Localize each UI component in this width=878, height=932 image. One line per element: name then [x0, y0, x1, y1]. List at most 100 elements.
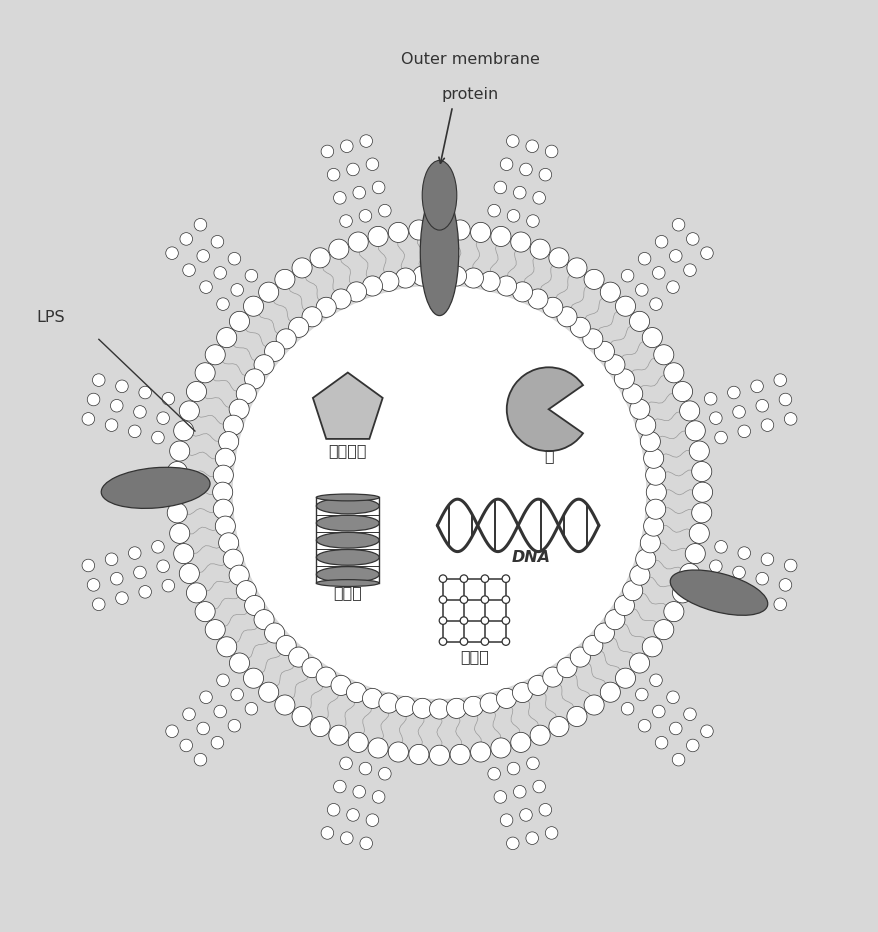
Circle shape [635, 283, 647, 296]
Circle shape [635, 549, 655, 569]
Circle shape [152, 432, 164, 444]
Circle shape [669, 722, 681, 734]
Circle shape [642, 327, 662, 348]
Wedge shape [507, 367, 582, 451]
Circle shape [738, 547, 750, 559]
Circle shape [683, 708, 695, 720]
Circle shape [179, 564, 199, 583]
Circle shape [128, 547, 140, 559]
Circle shape [672, 218, 684, 231]
Circle shape [229, 565, 249, 585]
Circle shape [778, 579, 791, 591]
Polygon shape [313, 373, 382, 439]
Circle shape [507, 210, 519, 222]
Circle shape [583, 269, 603, 290]
Circle shape [542, 297, 562, 318]
Circle shape [258, 682, 278, 703]
Circle shape [649, 298, 661, 310]
Ellipse shape [316, 494, 378, 500]
Circle shape [490, 738, 510, 758]
Circle shape [692, 482, 712, 502]
Circle shape [82, 559, 95, 572]
Circle shape [348, 232, 368, 252]
Circle shape [333, 780, 346, 793]
Circle shape [291, 258, 312, 278]
Ellipse shape [420, 189, 458, 316]
Circle shape [331, 676, 350, 695]
Circle shape [544, 827, 558, 839]
Circle shape [223, 549, 243, 569]
Circle shape [685, 543, 704, 564]
Circle shape [501, 575, 509, 582]
Circle shape [162, 580, 175, 592]
Circle shape [412, 698, 432, 719]
Circle shape [528, 289, 547, 309]
Circle shape [582, 329, 602, 349]
Circle shape [528, 676, 547, 695]
Ellipse shape [316, 580, 378, 586]
Circle shape [463, 268, 483, 288]
Circle shape [156, 412, 169, 424]
Circle shape [231, 283, 243, 296]
Circle shape [738, 425, 750, 438]
Circle shape [216, 637, 236, 657]
Circle shape [366, 814, 378, 827]
Circle shape [340, 832, 353, 844]
Circle shape [199, 691, 212, 704]
Circle shape [480, 637, 488, 645]
Circle shape [156, 560, 169, 572]
Circle shape [548, 248, 568, 267]
Circle shape [600, 282, 620, 302]
Circle shape [653, 620, 673, 639]
Circle shape [229, 653, 249, 673]
Ellipse shape [316, 532, 378, 548]
Circle shape [510, 733, 530, 752]
Circle shape [310, 717, 330, 736]
Circle shape [685, 420, 704, 441]
Circle shape [228, 720, 241, 732]
Text: 内毒素: 内毒素 [333, 585, 362, 600]
Circle shape [526, 757, 538, 770]
Circle shape [316, 667, 336, 687]
Circle shape [183, 708, 195, 720]
Circle shape [87, 393, 100, 405]
Circle shape [92, 374, 104, 387]
Circle shape [583, 695, 603, 715]
Circle shape [709, 412, 722, 424]
Circle shape [215, 516, 235, 536]
Circle shape [212, 482, 233, 502]
Circle shape [439, 575, 446, 582]
Circle shape [691, 461, 711, 482]
Circle shape [211, 736, 224, 749]
Circle shape [639, 533, 659, 553]
Circle shape [513, 786, 525, 798]
Circle shape [388, 223, 408, 242]
Circle shape [526, 214, 538, 227]
Text: 肽膊糖: 肽膊糖 [459, 649, 488, 664]
Text: protein: protein [441, 88, 498, 103]
Circle shape [362, 689, 382, 708]
Circle shape [501, 637, 509, 645]
Circle shape [366, 158, 378, 171]
Circle shape [166, 247, 178, 259]
Circle shape [275, 695, 295, 715]
Circle shape [368, 226, 388, 246]
Circle shape [216, 327, 236, 348]
Circle shape [774, 598, 786, 610]
Circle shape [496, 276, 516, 296]
Circle shape [783, 413, 796, 425]
Circle shape [594, 341, 614, 362]
Circle shape [139, 386, 151, 399]
Ellipse shape [316, 567, 378, 582]
Circle shape [264, 623, 284, 643]
Circle shape [288, 647, 308, 667]
Circle shape [512, 682, 532, 703]
Circle shape [463, 696, 483, 717]
Circle shape [686, 233, 698, 245]
Circle shape [179, 401, 199, 421]
Circle shape [105, 418, 118, 432]
Circle shape [446, 266, 466, 286]
Circle shape [480, 596, 488, 603]
Circle shape [258, 282, 278, 302]
Circle shape [637, 253, 650, 265]
